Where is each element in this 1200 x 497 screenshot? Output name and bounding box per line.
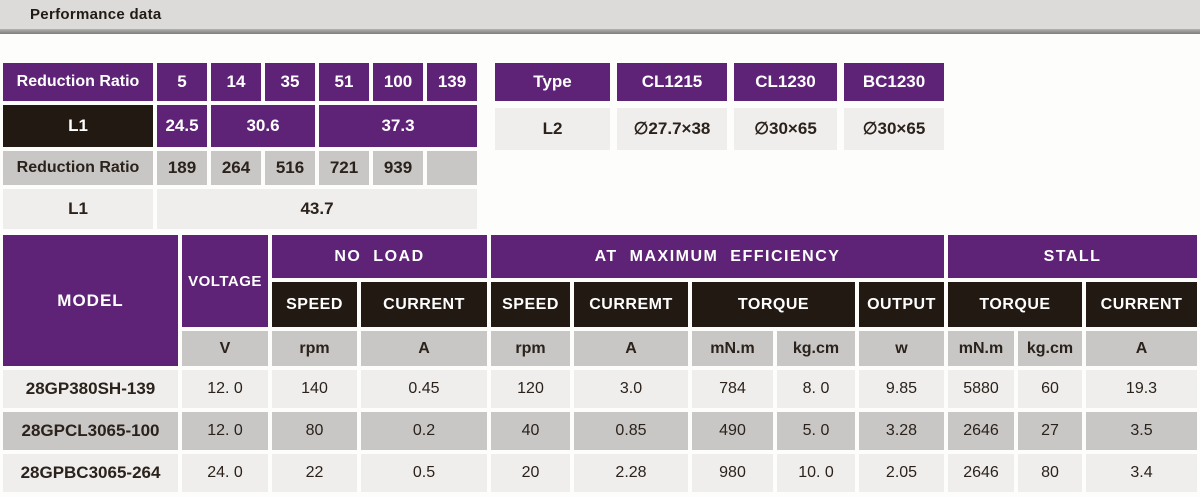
data-cell: 0.2 xyxy=(361,412,487,450)
page-title: Performance data xyxy=(30,6,162,23)
unit-cell: A xyxy=(1086,331,1197,366)
model-column-header: MODEL xyxy=(3,235,178,366)
data-cell: 19.3 xyxy=(1086,370,1197,408)
data-cell: 0.45 xyxy=(361,370,487,408)
reduction-ratio-value: 939 xyxy=(373,151,423,185)
output-header: OUTPUT xyxy=(859,282,944,327)
stall-current-header: CURRENT xyxy=(1086,282,1197,327)
reduction-ratio-header-2: Reduction Ratio xyxy=(3,151,153,185)
data-cell: 9.85 xyxy=(859,370,944,408)
data-cell: 12. 0 xyxy=(182,412,268,450)
data-cell: 80 xyxy=(272,412,357,450)
unit-cell: w xyxy=(859,331,944,366)
data-cell: 2.05 xyxy=(859,454,944,492)
data-cell: 784 xyxy=(692,370,773,408)
unit-cell: V xyxy=(182,331,268,366)
max-eff-current-header: CURREMT xyxy=(574,282,688,327)
data-cell: 980 xyxy=(692,454,773,492)
l2-dimension: ∅27.7×38 xyxy=(617,108,727,150)
reduction-ratio-value: 14 xyxy=(211,63,261,101)
unit-cell: rpm xyxy=(272,331,357,366)
reduction-ratio-value: 139 xyxy=(427,63,477,101)
model-cell: 28GP380SH-139 xyxy=(3,370,178,408)
stall-group-header: STALL xyxy=(948,235,1197,278)
reduction-ratio-value: 51 xyxy=(319,63,369,101)
data-cell: 0.85 xyxy=(574,412,688,450)
data-cell: 24. 0 xyxy=(182,454,268,492)
data-cell: 27 xyxy=(1018,412,1082,450)
model-cell: 28GPBC3065-264 xyxy=(3,454,178,492)
l1-value: 24.5 xyxy=(157,105,207,147)
data-cell: 20 xyxy=(491,454,570,492)
data-cell: 490 xyxy=(692,412,773,450)
reduction-ratio-value: 5 xyxy=(157,63,207,101)
data-cell: 2646 xyxy=(948,454,1014,492)
l1-row-header-2: L1 xyxy=(3,189,153,229)
data-cell: 3.4 xyxy=(1086,454,1197,492)
type-value: BC1230 xyxy=(844,63,944,101)
reduction-ratio-value: 516 xyxy=(265,151,315,185)
unit-cell: A xyxy=(361,331,487,366)
empty-cell xyxy=(427,151,477,185)
model-cell: 28GPCL3065-100 xyxy=(3,412,178,450)
reduction-ratio-value: 721 xyxy=(319,151,369,185)
unit-cell: mN.m xyxy=(692,331,773,366)
type-dimension-table: Type CL1215 CL1230 BC1230 L2 ∅27.7×38 ∅3… xyxy=(495,63,944,150)
l2-row-header: L2 xyxy=(495,108,610,150)
l1-row-header: L1 xyxy=(3,105,153,147)
data-cell: 3.0 xyxy=(574,370,688,408)
data-cell: 0.5 xyxy=(361,454,487,492)
reduction-ratio-value: 264 xyxy=(211,151,261,185)
max-eff-torque-header: TORQUE xyxy=(692,282,855,327)
data-cell: 22 xyxy=(272,454,357,492)
data-cell: 2646 xyxy=(948,412,1014,450)
no-load-speed-header: SPEED xyxy=(272,282,357,327)
reduction-ratio-table: Reduction Ratio 5 14 35 51 100 139 L1 24… xyxy=(3,63,477,229)
stall-torque-header: TORQUE xyxy=(948,282,1082,327)
type-value: CL1230 xyxy=(734,63,837,101)
l1-value: 43.7 xyxy=(157,189,477,229)
no-load-current-header: CURRENT xyxy=(361,282,487,327)
unit-cell: mN.m xyxy=(948,331,1014,366)
data-cell: 2.28 xyxy=(574,454,688,492)
unit-cell: rpm xyxy=(491,331,570,366)
data-cell: 5. 0 xyxy=(777,412,855,450)
data-cell: 5880 xyxy=(948,370,1014,408)
data-cell: 10. 0 xyxy=(777,454,855,492)
voltage-column-header: VOLTAGE xyxy=(182,235,268,327)
unit-cell: A xyxy=(574,331,688,366)
max-eff-speed-header: SPEED xyxy=(491,282,570,327)
max-efficiency-group-header: AT MAXIMUM EFFICIENCY xyxy=(491,235,944,278)
reduction-ratio-value: 100 xyxy=(373,63,423,101)
data-cell: 3.5 xyxy=(1086,412,1197,450)
data-cell: 40 xyxy=(491,412,570,450)
section-header-divider xyxy=(0,29,1200,34)
l1-value: 30.6 xyxy=(211,105,315,147)
data-cell: 60 xyxy=(1018,370,1082,408)
l1-value: 37.3 xyxy=(319,105,477,147)
reduction-ratio-value: 189 xyxy=(157,151,207,185)
type-value: CL1215 xyxy=(617,63,727,101)
performance-spec-table: MODEL VOLTAGE NO LOAD AT MAXIMUM EFFICIE… xyxy=(3,235,1197,492)
data-cell: 8. 0 xyxy=(777,370,855,408)
no-load-group-header: NO LOAD xyxy=(272,235,487,278)
l2-dimension: ∅30×65 xyxy=(734,108,837,150)
reduction-ratio-value: 35 xyxy=(265,63,315,101)
data-cell: 3.28 xyxy=(859,412,944,450)
data-cell: 120 xyxy=(491,370,570,408)
data-cell: 140 xyxy=(272,370,357,408)
unit-cell: kg.cm xyxy=(1018,331,1082,366)
unit-cell: kg.cm xyxy=(777,331,855,366)
data-cell: 80 xyxy=(1018,454,1082,492)
type-header: Type xyxy=(495,63,610,101)
l2-dimension: ∅30×65 xyxy=(844,108,944,150)
data-cell: 12. 0 xyxy=(182,370,268,408)
section-header: Performance data xyxy=(0,0,1200,29)
reduction-ratio-header: Reduction Ratio xyxy=(3,63,153,101)
